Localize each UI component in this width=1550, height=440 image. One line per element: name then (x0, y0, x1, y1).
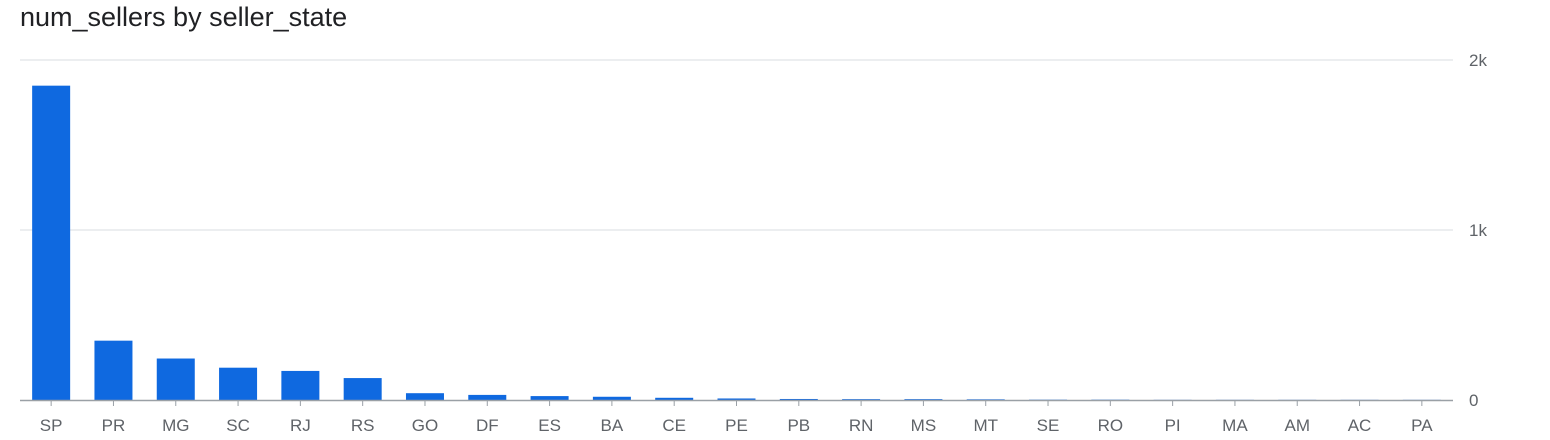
bar (842, 399, 881, 400)
x-tick-label: MS (911, 416, 937, 435)
x-tick-label: PE (725, 416, 748, 435)
bar (966, 399, 1005, 400)
x-tick-label: ES (538, 416, 561, 435)
x-tick-label: RJ (290, 416, 311, 435)
bars (32, 85, 1441, 401)
x-tick-label: SC (226, 416, 250, 435)
bar (94, 340, 133, 400)
x-tick-label: RS (351, 416, 375, 435)
bar (405, 393, 444, 400)
x-tick-label: SE (1037, 416, 1060, 435)
x-tick-label: AM (1284, 416, 1310, 435)
bar (530, 396, 569, 400)
bar (592, 396, 631, 400)
bar (468, 394, 507, 400)
x-tick-label: BA (601, 416, 624, 435)
x-tick-label: CE (662, 416, 686, 435)
x-tick-label: GO (412, 416, 438, 435)
x-tick-label: PI (1165, 416, 1181, 435)
y-axis: 0 1k 2k (1469, 51, 1487, 410)
bar (156, 358, 195, 400)
x-tick-label: DF (476, 416, 499, 435)
chart-title: num_sellers by seller_state (20, 2, 348, 32)
x-tick-label: RN (849, 416, 874, 435)
x-tick-label: PR (102, 416, 126, 435)
x-tick-label: SP (40, 416, 63, 435)
y-tick-label: 0 (1469, 391, 1478, 410)
y-tick-label: 2k (1469, 51, 1487, 70)
bar (32, 85, 71, 401)
x-tick-label: MG (162, 416, 189, 435)
bar (343, 378, 382, 400)
x-tick-label: MA (1222, 416, 1248, 435)
x-tick-label: MT (973, 416, 998, 435)
x-tick-label: AC (1348, 416, 1372, 435)
bar (717, 398, 756, 400)
x-tick-label: PB (787, 416, 810, 435)
x-tick-label: PA (1411, 416, 1433, 435)
x-tick-label: RO (1098, 416, 1124, 435)
gridlines (20, 59, 1453, 231)
x-tick-labels: SP PR MG SC RJ RS GO DF ES BA CE PE PB RN MS MT SE RO PI MA… (40, 400, 1433, 435)
y-tick-label: 1k (1469, 221, 1487, 240)
bar (281, 370, 320, 400)
bar (779, 398, 818, 400)
bar (904, 399, 943, 400)
bar (219, 367, 258, 400)
bar (655, 397, 694, 400)
